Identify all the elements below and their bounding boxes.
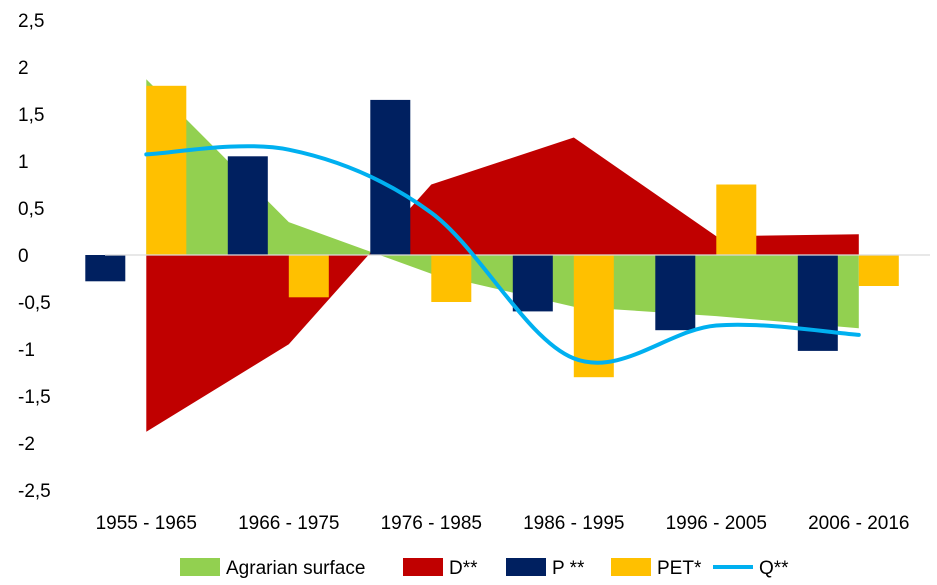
bar-pet-1	[288, 255, 329, 298]
legend-label-p: P **	[552, 558, 585, 579]
legend-item-d: D**	[403, 558, 478, 579]
bar-p-3	[512, 255, 553, 312]
bar-series-layer	[85, 85, 899, 378]
y-tick-label: 0	[18, 246, 29, 267]
bar-p-1	[227, 156, 268, 255]
y-tick-label: 1	[18, 152, 29, 173]
bar-p-2	[370, 99, 411, 256]
line-q	[144, 144, 861, 365]
y-tick-label: 1,5	[18, 105, 44, 126]
legend: Agrarian surface D** P ** PET* Q**	[180, 558, 789, 579]
legend-item-pet: PET*	[611, 558, 702, 579]
x-axis-ticks: 1955 - 1965 1966 - 1975 1976 - 1985 1986 - …	[96, 513, 910, 534]
legend-item-q: Q**	[713, 558, 789, 579]
bar-p-0	[85, 255, 126, 282]
y-tick-label: -2,5	[18, 481, 51, 502]
bar-pet-3	[573, 255, 614, 378]
bar-pet-4	[716, 184, 757, 255]
line-series-layer	[144, 144, 861, 365]
y-tick-label: 0,5	[18, 199, 44, 220]
y-tick-label: 2	[18, 58, 29, 79]
bar-pet-2	[431, 255, 472, 302]
legend-label-q: Q**	[759, 558, 789, 579]
bar-p-4	[655, 255, 696, 331]
y-tick-label: -1	[18, 340, 35, 361]
legend-swatch-d	[403, 558, 443, 576]
legend-swatch-p	[506, 558, 546, 576]
y-tick-label: -1,5	[18, 387, 51, 408]
legend-item-p: P **	[506, 558, 585, 579]
y-tick-label: -2	[18, 434, 35, 455]
bar-pet-0	[146, 85, 187, 255]
legend-swatch-agrarian-surface	[180, 558, 220, 576]
y-tick-label: -0,5	[18, 293, 51, 314]
x-tick-label: 2006 - 2016	[808, 513, 909, 534]
x-tick-label: 1955 - 1965	[96, 513, 197, 534]
bar-pet-5	[858, 255, 899, 286]
legend-item-agrarian-surface: Agrarian surface	[180, 558, 365, 579]
x-tick-label: 1986 - 1995	[523, 513, 624, 534]
x-tick-label: 1996 - 2005	[666, 513, 767, 534]
legend-swatch-pet	[611, 558, 651, 576]
bar-p-5	[797, 255, 838, 351]
legend-label-agrarian-surface: Agrarian surface	[226, 558, 365, 579]
y-tick-label: 2,5	[18, 11, 44, 32]
y-axis-ticks: 2,5 2 1,5 1 0,5 0 -0,5 -1 -1,5 -2 -2,5	[18, 11, 51, 502]
x-tick-label: 1976 - 1985	[381, 513, 482, 534]
legend-label-pet: PET*	[657, 558, 702, 579]
x-tick-label: 1966 - 1975	[238, 513, 339, 534]
legend-label-d: D**	[449, 558, 478, 579]
